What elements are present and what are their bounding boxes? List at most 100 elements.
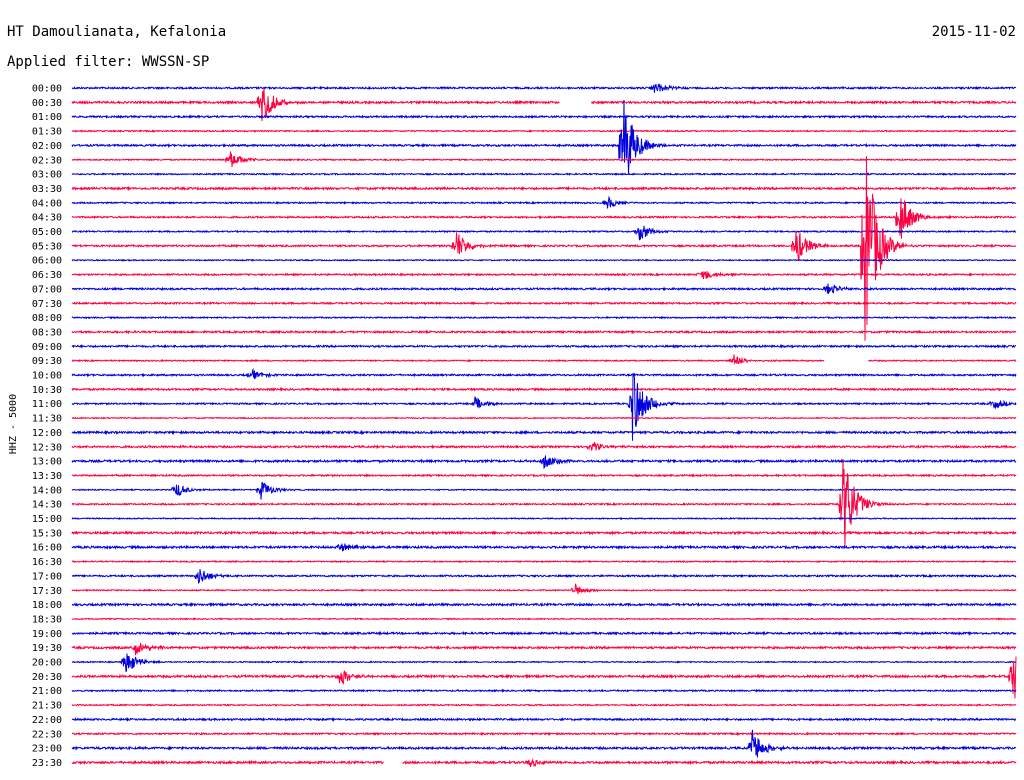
time-tick-label: 11:30 bbox=[32, 414, 62, 425]
time-tick-label: 01:00 bbox=[32, 112, 62, 123]
date-label: 2015-11-02 bbox=[932, 24, 1016, 40]
time-tick-label: 06:30 bbox=[32, 270, 62, 281]
trace-row-0700 bbox=[71, 283, 1017, 294]
trace-row-0630 bbox=[71, 271, 1016, 280]
time-tick-label: 23:00 bbox=[32, 744, 62, 755]
trace-row-0430 bbox=[72, 198, 1017, 239]
trace-row-1400 bbox=[71, 481, 1017, 500]
trace-row-0800 bbox=[71, 315, 1017, 320]
time-tick-label: 01:30 bbox=[32, 127, 62, 138]
trace-row-1600 bbox=[71, 543, 1017, 552]
time-tick-label: 17:00 bbox=[32, 571, 62, 582]
time-tick-label: 17:30 bbox=[32, 586, 62, 597]
trace-row-1300 bbox=[71, 454, 1017, 470]
trace-row-1900 bbox=[71, 630, 1017, 637]
trace-row-2100 bbox=[71, 688, 1017, 693]
trace-row-0030 bbox=[71, 87, 1017, 122]
time-tick-label: 00:00 bbox=[32, 84, 62, 95]
trace-row-2000 bbox=[71, 653, 1017, 672]
trace-row-1430 bbox=[71, 459, 1017, 547]
trace-row-1330 bbox=[71, 473, 1017, 478]
time-tick-label: 21:30 bbox=[32, 701, 62, 712]
trace-row-1630 bbox=[71, 559, 1017, 564]
time-tick-label: 18:00 bbox=[32, 600, 62, 611]
time-tick-label: 16:00 bbox=[32, 543, 62, 554]
trace-row-1830 bbox=[71, 617, 1017, 621]
time-tick-label: 08:00 bbox=[32, 313, 62, 324]
time-tick-label: 19:30 bbox=[32, 643, 62, 654]
trace-row-2230 bbox=[71, 731, 1017, 736]
time-tick-label: 22:30 bbox=[32, 729, 62, 740]
trace-row-1200 bbox=[71, 429, 1017, 436]
time-tick-label: 06:00 bbox=[32, 256, 62, 267]
time-tick-label: 02:00 bbox=[32, 141, 62, 152]
time-tick-label: 09:30 bbox=[32, 356, 62, 367]
trace-row-0130 bbox=[71, 129, 1017, 133]
trace-row-1730 bbox=[71, 583, 1017, 595]
filter-subtitle: Applied filter: WWSSN-SP bbox=[7, 54, 209, 70]
trace-row-2130 bbox=[71, 703, 1017, 707]
trace-row-2330 bbox=[71, 758, 1017, 768]
time-tick-label: 00:30 bbox=[32, 98, 62, 109]
trace-row-0530 bbox=[71, 156, 1016, 341]
trace-row-1530 bbox=[71, 529, 1017, 536]
trace-row-1030 bbox=[71, 386, 1017, 392]
trace-row-0930 bbox=[71, 354, 1017, 365]
time-tick-label: 14:30 bbox=[32, 500, 62, 511]
trace-row-0500 bbox=[71, 225, 1017, 241]
time-tick-label: 18:30 bbox=[32, 614, 62, 625]
station-title: HT Damoulianata, Kefalonia bbox=[7, 24, 226, 40]
time-tick-label: 10:00 bbox=[32, 371, 62, 382]
time-tick-label: 09:00 bbox=[32, 342, 62, 353]
trace-row-1700 bbox=[72, 569, 1017, 584]
time-tick-label: 03:30 bbox=[32, 184, 62, 195]
time-tick-label: 13:30 bbox=[32, 471, 62, 482]
time-tick-label: 04:00 bbox=[32, 198, 62, 209]
trace-row-0600 bbox=[71, 258, 1017, 262]
trace-row-0200 bbox=[71, 99, 1017, 174]
trace-row-0730 bbox=[71, 300, 1017, 306]
time-tick-label: 05:30 bbox=[32, 241, 62, 252]
trace-row-0000 bbox=[71, 83, 1016, 93]
time-tick-label: 12:30 bbox=[32, 442, 62, 453]
time-tick-label: 22:00 bbox=[32, 715, 62, 726]
trace-row-1130 bbox=[72, 416, 1017, 420]
trace-row-0300 bbox=[71, 172, 1017, 176]
trace-row-0830 bbox=[71, 329, 1017, 335]
trace-row-0900 bbox=[71, 343, 1016, 349]
time-tick-label: 19:00 bbox=[32, 629, 62, 640]
time-tick-label: 11:00 bbox=[32, 399, 62, 410]
trace-row-1230 bbox=[71, 442, 1017, 451]
trace-row-1000 bbox=[71, 367, 1017, 380]
trace-row-2300 bbox=[71, 729, 1017, 758]
time-tick-labels: 00:00 00:30 01:00 01:30 02:00 02:30 03:00 03:30… bbox=[32, 84, 62, 769]
time-tick-label: 15:30 bbox=[32, 528, 62, 539]
time-tick-label: 04:30 bbox=[32, 213, 62, 224]
time-tick-label: 02:30 bbox=[32, 155, 62, 166]
time-tick-label: 23:30 bbox=[32, 758, 62, 769]
trace-row-1800 bbox=[71, 601, 1017, 608]
time-tick-label: 05:00 bbox=[32, 227, 62, 238]
time-tick-label: 14:00 bbox=[32, 485, 62, 496]
trace-row-0100 bbox=[71, 114, 1017, 120]
time-tick-label: 07:00 bbox=[32, 284, 62, 295]
time-tick-label: 15:00 bbox=[32, 514, 62, 525]
time-tick-label: 10:30 bbox=[32, 385, 62, 396]
trace-row-1930 bbox=[71, 642, 1016, 656]
trace-row-1500 bbox=[71, 516, 1017, 521]
time-tick-label: 08:30 bbox=[32, 327, 62, 338]
time-tick-label: 13:00 bbox=[32, 457, 62, 468]
trace-row-2030 bbox=[71, 656, 1017, 699]
trace-rows bbox=[71, 83, 1017, 768]
trace-row-0230 bbox=[71, 151, 1017, 167]
y-axis-label: HHZ - 5000 bbox=[8, 394, 19, 454]
time-tick-label: 12:00 bbox=[32, 428, 62, 439]
trace-row-1100 bbox=[71, 372, 1017, 441]
time-tick-label: 20:00 bbox=[32, 658, 62, 669]
time-tick-label: 07:30 bbox=[32, 299, 62, 310]
time-tick-label: 20:30 bbox=[32, 672, 62, 683]
trace-row-2200 bbox=[71, 716, 1017, 723]
time-tick-label: 16:30 bbox=[32, 557, 62, 568]
trace-row-0400 bbox=[71, 195, 1017, 209]
